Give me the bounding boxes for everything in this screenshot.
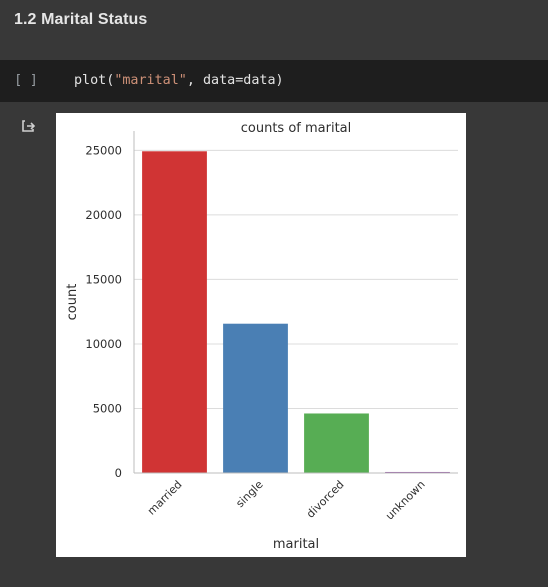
output-arrow-icon[interactable] xyxy=(20,118,36,134)
x-tick-label: unknown xyxy=(383,478,428,523)
y-tick-label: 0 xyxy=(115,466,122,480)
x-tick-label: divorced xyxy=(304,478,347,521)
run-cell-button[interactable]: [ ] xyxy=(14,73,38,88)
bar-unknown xyxy=(385,471,450,473)
x-tick-label: single xyxy=(233,478,265,510)
y-tick-label: 25000 xyxy=(85,143,122,157)
y-tick-label: 10000 xyxy=(85,337,122,351)
y-axis-label: count xyxy=(65,284,80,321)
y-tick-label: 20000 xyxy=(85,208,122,222)
bar-married xyxy=(142,151,207,473)
y-tick-label: 15000 xyxy=(85,272,122,286)
section-heading: 1.2 Marital Status xyxy=(14,11,148,28)
code-line[interactable]: plot("marital", data=data) xyxy=(74,71,284,91)
x-tick-label: married xyxy=(145,478,185,518)
bar-divorced xyxy=(304,413,369,473)
code-rest: , data=data) xyxy=(186,73,284,88)
code-func: plot( xyxy=(74,73,115,88)
code-string-arg: "marital" xyxy=(114,73,187,88)
bar-single xyxy=(223,323,288,473)
bar-chart: 0 5000 10000 15000 20000 25000 married single di… xyxy=(65,121,458,552)
x-axis-label: marital xyxy=(273,537,319,552)
y-tick-label: 5000 xyxy=(93,401,122,415)
chart-title: counts of marital xyxy=(241,121,352,136)
plot-output: 0 5000 10000 15000 20000 25000 married single di… xyxy=(56,113,466,557)
code-cell[interactable]: [ ] plot("marital", data=data) xyxy=(0,60,548,102)
